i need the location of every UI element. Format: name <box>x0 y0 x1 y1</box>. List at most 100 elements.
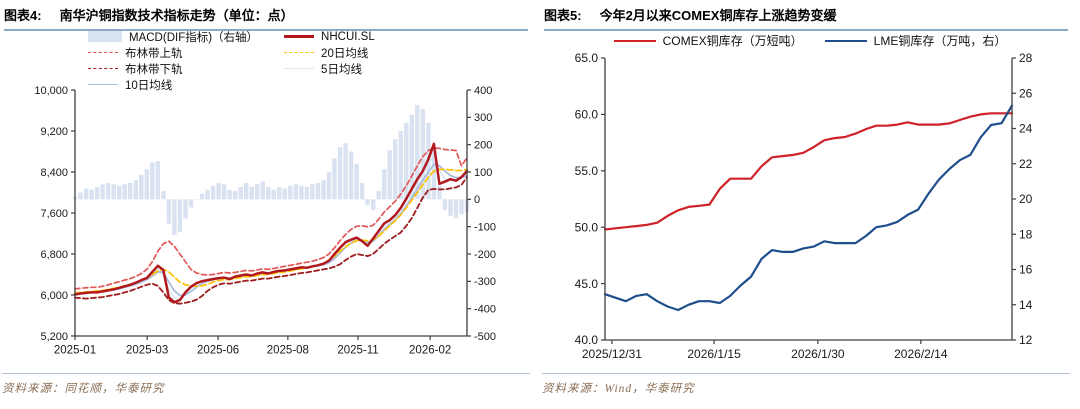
legend-item-ma5: 5日均线 <box>284 62 375 76</box>
macd-bar <box>365 199 370 205</box>
macd-bar <box>161 191 166 200</box>
macd-bar <box>354 163 359 200</box>
x-axis-tick-label: 2025-03 <box>126 345 168 357</box>
macd-bar <box>376 191 381 200</box>
left-axis-tick-label: 8,400 <box>40 167 68 179</box>
left-axis-tick-label: 40.0 <box>575 333 599 347</box>
ma5-swatch <box>284 68 315 69</box>
right-axis-tick-label: -300 <box>474 276 496 288</box>
legend-item-ma10: 10日均线 <box>88 78 258 92</box>
macd-bar <box>315 182 321 200</box>
figure5-panel: 图表5: 今年2月以来COMEX铜库存上涨趋势变缓 COMEX铜库存（万短吨） L… <box>540 0 1080 409</box>
figure5-header: 图表5: 今年2月以来COMEX铜库存上涨趋势变缓 <box>544 5 1068 31</box>
macd-bar <box>232 191 238 200</box>
series-line-1 <box>603 104 1014 312</box>
macd-bar <box>172 199 177 235</box>
right-axis-tick-label: 22 <box>1019 157 1033 171</box>
legend-label-nhcui: NHCUI.SL <box>321 30 375 43</box>
macd-bar <box>205 189 210 200</box>
figure4-legend: MACD(DIF指标)（右轴） 布林带上轨 布林带下轨 10日均线 <box>88 30 375 92</box>
macd-bar <box>393 139 398 200</box>
macd-bars <box>72 105 470 235</box>
figure5-source: 资料来源：Wind，华泰研究 <box>542 383 695 395</box>
macd-bar <box>122 184 127 200</box>
macd-bar <box>78 192 83 200</box>
right-axis-tick-label: 16 <box>1019 263 1033 277</box>
right-axis-tick-label: -200 <box>474 249 496 261</box>
macd-bar <box>194 199 199 200</box>
figure5-legend: COMEX铜库存（万短吨） LME铜库存（万吨，右） <box>540 34 1080 48</box>
legend-item-macd: MACD(DIF指标)（右轴） <box>88 30 259 44</box>
macd-bar <box>128 182 133 200</box>
figure5-chart-canvas: 65.0 60.0 55.0 50.0 45.0 40.0 28 26 24 22 20 18 16 14… <box>575 51 1033 361</box>
legend-label-lme: LME铜库存（万吨，右） <box>873 34 1007 48</box>
ma10-swatch <box>88 84 118 85</box>
left-axis-tick-label: 6,000 <box>40 290 68 302</box>
macd-bar <box>453 199 459 219</box>
macd-bar <box>199 193 205 200</box>
series-line-5 <box>73 142 469 304</box>
figure4-panel: 图表4: 南华沪铜指数技术指标走势（单位：点） MACD(DIF指标)（右轴） 布… <box>2 8 530 396</box>
x-axis-tick-label: 2025/12/31 <box>582 347 642 361</box>
legend-label-ma5: 5日均线 <box>321 63 362 76</box>
macd-bar <box>288 185 293 200</box>
macd-bar <box>210 185 216 200</box>
x-axis-tick-label: 2025-11 <box>337 345 378 357</box>
figure5-footer: 资料来源：Wind，华泰研究 <box>542 373 1070 396</box>
macd-bar <box>260 181 265 200</box>
legend-label-ma10: 10日均线 <box>125 79 173 92</box>
macd-bar <box>94 187 100 200</box>
macd-bar <box>282 188 287 200</box>
x-axis-tick-label: 2026-02 <box>409 345 451 357</box>
macd-bar <box>431 150 437 200</box>
macd-bar <box>299 185 304 200</box>
legend-label-macd: MACD(DIF指标)（右轴） <box>129 31 259 44</box>
macd-bar <box>221 184 227 200</box>
macd-bar <box>420 109 426 200</box>
left-axis-tick-label: 5,200 <box>40 331 68 343</box>
right-axis-tick-label: 400 <box>474 85 492 97</box>
figure5-label: 图表5: <box>544 8 582 23</box>
figure4-footer: 资料来源：同花顺，华泰研究 <box>2 373 530 396</box>
legend-item-nhcui: NHCUI.SL <box>284 30 375 43</box>
macd-bar <box>177 199 183 233</box>
macd-bar <box>100 184 105 200</box>
boll-upper-swatch <box>88 52 118 53</box>
ma20-swatch <box>284 52 315 53</box>
lme-swatch <box>824 39 867 42</box>
macd-bar <box>277 187 282 200</box>
figure4-label: 图表4: <box>4 8 42 23</box>
left-axis-tick-label: 6,800 <box>40 249 68 261</box>
macd-bar <box>244 182 249 200</box>
macd-bar <box>238 187 243 200</box>
right-axis-tick-label: 100 <box>474 167 492 179</box>
right-axis-tick-label: -100 <box>474 222 496 234</box>
right-axis-tick-label: 26 <box>1019 86 1033 100</box>
legend-item-boll-upper: 布林带上轨 <box>88 46 258 60</box>
macd-bar <box>437 185 442 200</box>
macd-bar <box>144 169 149 200</box>
macd-bar <box>271 189 276 200</box>
macd-bar <box>293 184 299 200</box>
series-line-3 <box>74 147 468 290</box>
legend-label-ma20: 20日均线 <box>321 47 369 60</box>
right-axis-tick-label: -400 <box>474 304 496 316</box>
x-axis-tick-label: 2026/2/14 <box>894 347 948 361</box>
macd-bar <box>409 114 414 200</box>
right-axis-tick-label: 24 <box>1019 122 1033 136</box>
nhcui-swatch <box>284 35 315 38</box>
right-axis-tick-label: 14 <box>1019 298 1033 312</box>
left-axis-tick-label: 45.0 <box>575 277 599 291</box>
left-axis-tick-label: 7,600 <box>40 208 68 220</box>
macd-bar <box>83 188 89 200</box>
figure4-title: 南华沪铜指数技术指标走势（单位：点） <box>59 8 294 23</box>
macd-bar <box>398 131 403 200</box>
x-axis-tick-label: 2026/1/30 <box>791 347 845 361</box>
macd-bar <box>155 161 160 200</box>
macd-bar <box>266 187 271 200</box>
macd-bar <box>415 105 420 200</box>
macd-bar <box>304 187 310 200</box>
right-axis-tick-label: 20 <box>1019 192 1033 206</box>
x-axis-tick-label: 2026/1/15 <box>687 347 741 361</box>
